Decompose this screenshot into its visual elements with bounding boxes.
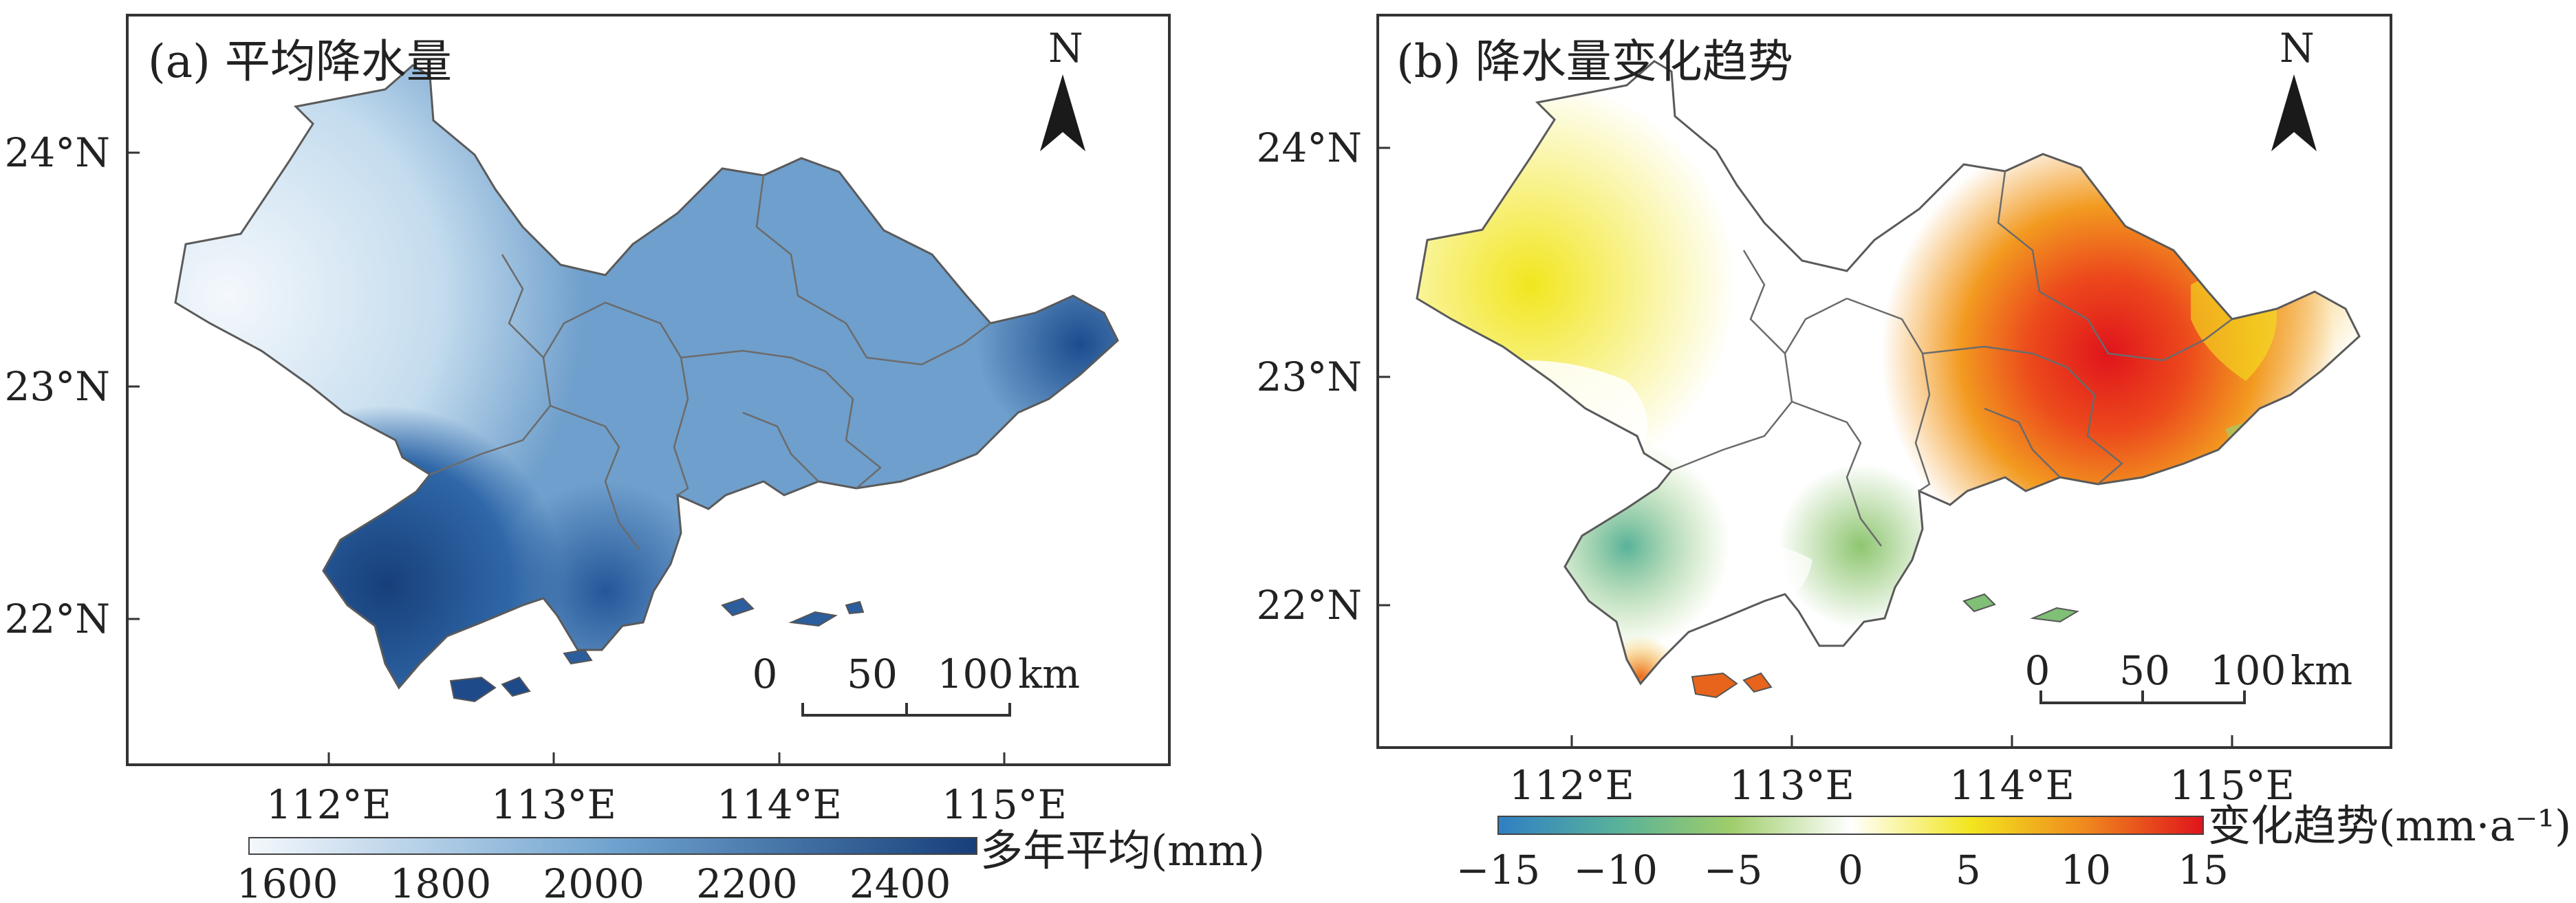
scale-label-km: km	[2291, 647, 2352, 694]
colorbar-b-tick-label: −10	[1574, 847, 1658, 893]
panel-a-colorbar-ramp	[248, 837, 977, 855]
panel-a-lon-labels: 112°E 113°E 114°E 115°E	[266, 752, 1067, 828]
panel-b-colorbar-ticks: −15 −10 −5 0 5 10 15	[1456, 847, 2229, 893]
lon-label-112e: 112°E	[266, 781, 391, 828]
colorbar-a-tick-label: 2400	[849, 860, 951, 903]
scale-label-100: 100	[2210, 647, 2286, 694]
panel-a-colorbar-ticks: 1600 1800 2000 2200 2400	[237, 860, 951, 903]
colorbar-a-tick-label: 2000	[543, 860, 645, 903]
panel-b-north-arrow: N	[2271, 25, 2317, 151]
scale-label-0: 0	[2025, 647, 2050, 694]
panel-a-lat-labels: 24°N 23°N 22°N	[4, 129, 140, 642]
panel-a-colorbar: 1600 1800 2000 2200 2400 多年平均(mm)	[237, 825, 1265, 903]
north-label: N	[1048, 25, 1083, 72]
scale-label-50: 50	[2119, 647, 2170, 694]
panel-a: (a) 平均降水量 N 24°N 23°N 22°N 112°E 113°E 1…	[4, 14, 1265, 903]
lat-label-23n: 23°N	[1256, 353, 1362, 400]
panel-a-city-borders	[429, 175, 991, 551]
panel-b-islands	[1691, 593, 2079, 699]
panel-b-colorbar-label: 变化趋势(mm·a⁻¹)	[2208, 801, 2571, 851]
panel-b-colorbar: −15 −10 −5 0 5 10 15 变化趋势(mm·a⁻¹)	[1456, 801, 2571, 893]
panel-b-lon-labels: 112°E 113°E 114°E 115°E	[1509, 735, 2295, 809]
colorbar-b-tick-label: 15	[2178, 847, 2229, 893]
lat-label-23n: 23°N	[4, 363, 110, 410]
colorbar-b-tick-label: 0	[1838, 847, 1863, 893]
colorbar-a-tick-label: 1800	[390, 860, 492, 903]
lon-label-115e: 115°E	[942, 781, 1067, 828]
panel-b-lat-labels: 24°N 23°N 22°N	[1256, 124, 1390, 629]
lon-label-115e: 115°E	[2169, 762, 2295, 809]
scale-label-100: 100	[938, 651, 1014, 697]
north-arrow-icon	[1040, 74, 1085, 151]
lon-label-114e: 114°E	[717, 781, 842, 828]
colorbar-b-tick-label: −5	[1704, 847, 1763, 893]
colorbar-a-tick-label: 2200	[696, 860, 798, 903]
colorbar-a-tick-label: 1600	[237, 860, 338, 903]
lon-label-112e: 112°E	[1509, 762, 1634, 809]
lon-label-113e: 113°E	[1729, 762, 1854, 809]
panel-b-title: (b) 降水量变化趋势	[1396, 35, 1793, 88]
panel-a-north-arrow: N	[1040, 25, 1085, 151]
lat-label-22n: 22°N	[4, 596, 110, 642]
panel-a-islands	[449, 597, 865, 703]
panel-b-city-borders	[1671, 171, 2233, 547]
lat-label-24n: 24°N	[1256, 124, 1362, 171]
panel-b: (b) 降水量变化趋势 N 24°N 23°N 22°N 112°E 113°E…	[1256, 14, 2571, 893]
panel-b-scale-bar: 0 50 100 km	[2025, 647, 2352, 704]
panel-a-title: (a) 平均降水量	[148, 35, 452, 88]
scale-label-km: km	[1018, 651, 1080, 697]
colorbar-b-tick-label: 10	[2060, 847, 2111, 893]
north-label: N	[2280, 25, 2315, 72]
colorbar-b-tick-label: 5	[1956, 847, 1981, 893]
scale-label-50: 50	[847, 651, 898, 697]
panel-a-scale-bar: 0 50 100 km	[753, 651, 1080, 717]
lat-label-24n: 24°N	[4, 129, 110, 176]
lon-label-114e: 114°E	[1949, 762, 2075, 809]
lat-label-22n: 22°N	[1256, 582, 1362, 629]
scale-label-0: 0	[753, 651, 778, 697]
panel-a-colorbar-label: 多年平均(mm)	[980, 825, 1265, 875]
colorbar-b-tick-label: −15	[1456, 847, 1540, 893]
panel-b-colorbar-ramp	[1497, 816, 2204, 835]
lon-label-113e: 113°E	[491, 781, 616, 828]
north-arrow-icon	[2271, 74, 2317, 151]
